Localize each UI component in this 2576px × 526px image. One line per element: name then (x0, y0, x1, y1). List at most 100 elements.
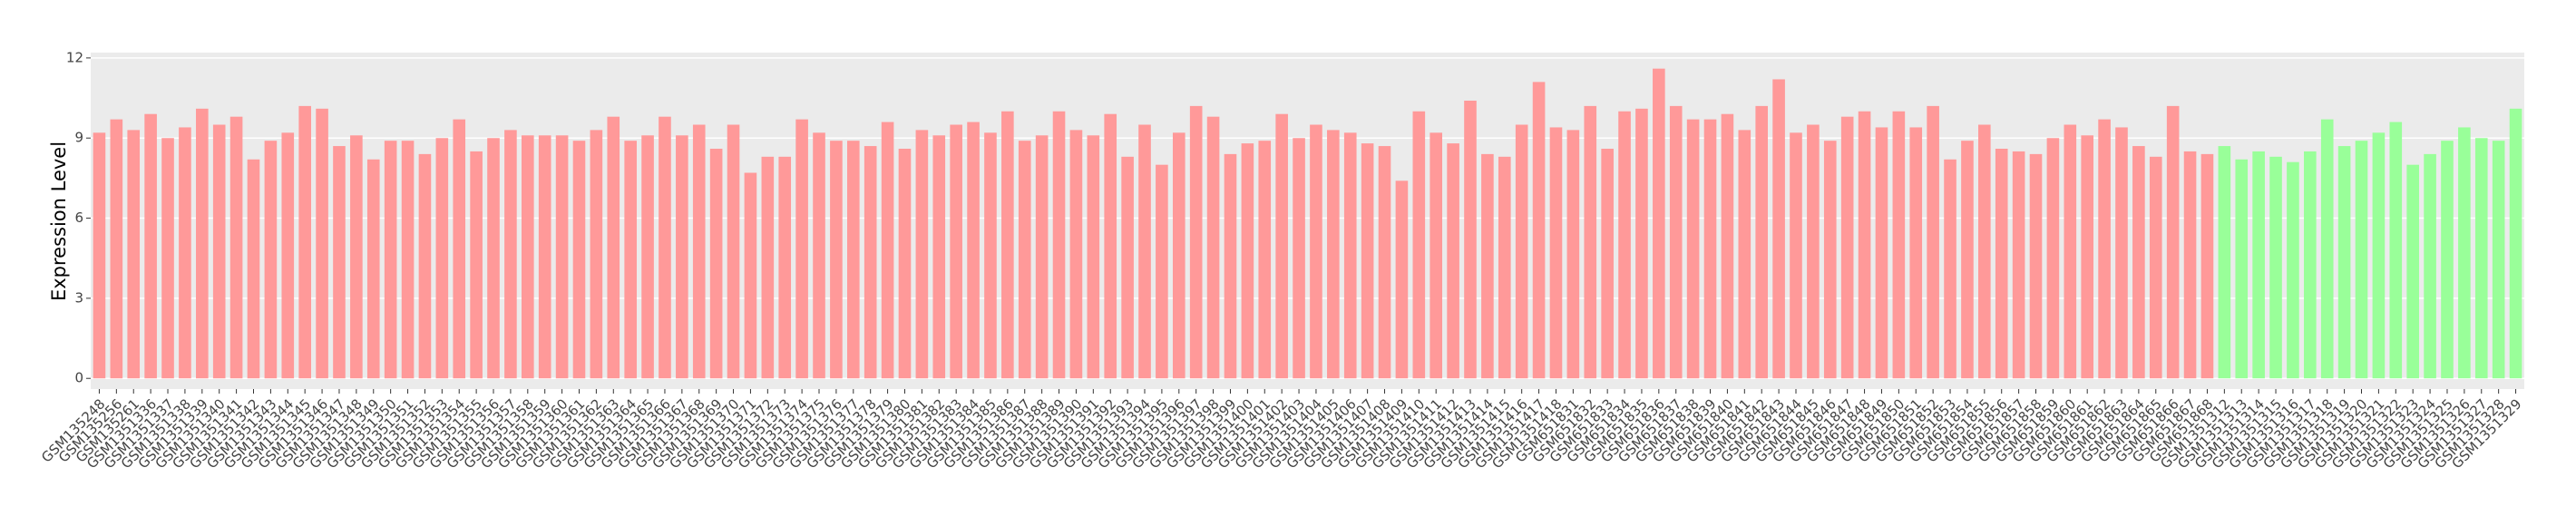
bar (2029, 153, 2043, 379)
bar (1790, 132, 1802, 379)
bar (1892, 111, 1906, 379)
bar (2064, 124, 2077, 379)
bar (1361, 143, 1374, 379)
bar (2115, 127, 2128, 379)
bar (333, 146, 346, 379)
bar (1549, 127, 1563, 379)
bar (2474, 138, 2488, 379)
bar (384, 141, 397, 379)
bar (2424, 153, 2436, 379)
bar (366, 159, 380, 379)
bar (2200, 153, 2214, 379)
bar (161, 138, 174, 379)
bar (1823, 141, 1837, 379)
bar (1515, 124, 1528, 379)
bar (727, 124, 740, 379)
bar (813, 132, 825, 379)
bar (1018, 141, 1031, 379)
bar (2149, 156, 2162, 379)
bar (298, 105, 311, 379)
bar (2166, 105, 2180, 379)
bar (2012, 151, 2025, 379)
bar (1995, 149, 2008, 379)
bar (555, 135, 569, 379)
bar (538, 135, 551, 379)
bar (1156, 164, 1168, 379)
bar (1703, 119, 1717, 379)
bar (2218, 146, 2231, 379)
bar (144, 113, 157, 379)
bar (1566, 130, 1580, 379)
bar (1001, 111, 1014, 379)
bar (1498, 156, 1511, 379)
bar (2132, 146, 2145, 379)
bar (1840, 116, 1854, 379)
bar (229, 116, 243, 379)
bar (212, 124, 226, 379)
bar (2355, 141, 2368, 379)
bar (2492, 141, 2505, 379)
y-tick-label: 9 (74, 130, 83, 146)
bar (1087, 135, 1100, 379)
bar (2406, 164, 2419, 379)
bar (795, 119, 808, 379)
bar (1035, 135, 1049, 379)
bar (1464, 101, 1477, 379)
bar (1532, 82, 1546, 379)
bar (1258, 141, 1272, 379)
bar (709, 149, 723, 379)
bar (1686, 119, 1700, 379)
bar (2252, 151, 2265, 379)
bar (350, 135, 363, 379)
bar (247, 159, 260, 379)
bar (1121, 156, 1134, 379)
bar (1378, 146, 1391, 379)
bar (967, 122, 980, 379)
bar (470, 151, 483, 379)
bar (522, 135, 534, 379)
bar (2304, 151, 2317, 379)
bar (1241, 143, 1254, 379)
bar (487, 138, 500, 379)
bar (1481, 153, 1494, 379)
bar (1601, 149, 1614, 379)
y-axis-label: Expression Level (48, 141, 70, 301)
y-tick-label: 6 (74, 209, 83, 226)
bar (1858, 111, 1871, 379)
bar (196, 108, 209, 379)
bar (2098, 119, 2111, 379)
bar (1412, 111, 1426, 379)
bar (2081, 135, 2093, 379)
bar (624, 141, 637, 379)
bar (281, 132, 295, 379)
bar (1395, 180, 1409, 379)
bar (1944, 159, 1956, 379)
bar (1807, 124, 1820, 379)
bar (984, 132, 997, 379)
bar (264, 141, 278, 379)
bar (1978, 124, 1991, 379)
bar (2372, 132, 2386, 379)
bar (744, 172, 757, 379)
bar (504, 130, 517, 379)
bar (915, 130, 929, 379)
y-tick-label: 3 (74, 289, 83, 306)
bar (453, 119, 466, 379)
bar (1327, 130, 1340, 379)
bar (401, 141, 415, 379)
bar (179, 127, 191, 379)
bar (1909, 127, 1923, 379)
bar (898, 149, 912, 379)
bar (676, 135, 688, 379)
bar (881, 122, 894, 379)
bar (2320, 119, 2334, 379)
bar (1755, 105, 1769, 379)
bar (1104, 113, 1117, 379)
bar (692, 124, 706, 379)
bar (1206, 116, 1220, 379)
bar (778, 156, 792, 379)
bar (1738, 130, 1751, 379)
bar (1429, 132, 1443, 379)
bar (2046, 138, 2060, 379)
